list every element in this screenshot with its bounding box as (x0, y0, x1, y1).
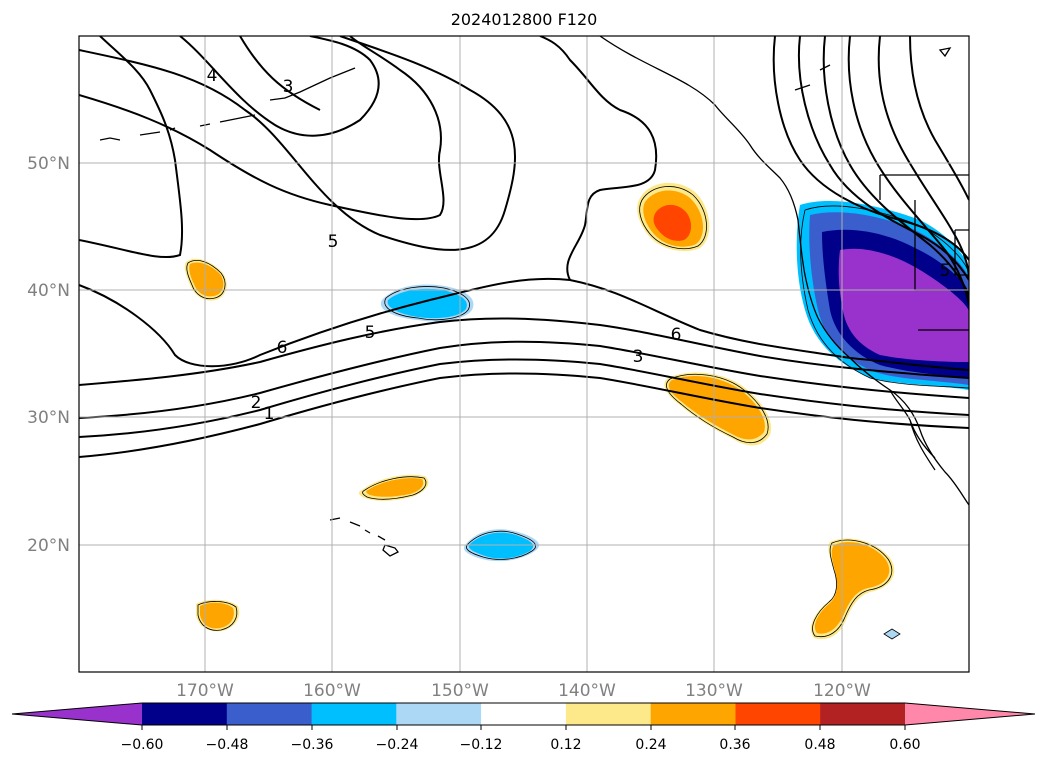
lon-label: 120°W (813, 681, 871, 701)
lon-label: 160°W (303, 681, 361, 701)
colorbar: −0.60 −0.48 −0.36 −0.24 −0.12 0.12 0.24 … (11, 702, 1036, 753)
colorbar-segment (226, 703, 313, 725)
map-border (78, 35, 970, 673)
contour-label: 3 (283, 77, 294, 97)
contour-line (539, 36, 658, 281)
longitude-labels: 170°W 160°W 150°W 140°W 130°W 120°W (176, 681, 871, 701)
contour-line (909, 36, 969, 201)
fill-orange-3 (668, 375, 765, 440)
gridlines (79, 36, 969, 672)
colorbar-ticks: −0.60 −0.48 −0.36 −0.24 −0.12 0.12 0.24 … (121, 725, 921, 753)
contour-label: 5 (940, 261, 951, 281)
fill-negative-core (838, 248, 969, 362)
colorbar-tick-label: −0.12 (460, 737, 503, 753)
contour-line (877, 36, 969, 281)
colorbar-segments (11, 702, 1036, 726)
colorbar-segment (481, 703, 567, 725)
contour-label: 6 (277, 338, 288, 358)
contour-line (847, 36, 969, 306)
colorbar-extend-left (12, 703, 142, 725)
contour-line (239, 36, 321, 111)
contour-line (79, 340, 969, 419)
colorbar-tick-label: 0.60 (889, 737, 920, 753)
fill-blob-blue-2 (468, 532, 534, 559)
colorbar-segment (735, 703, 821, 725)
map-title: 2024012800 F120 (450, 10, 598, 29)
colorbar-tick-label: 0.48 (804, 737, 835, 753)
colorbar-segment (142, 703, 228, 725)
contour-line (772, 36, 969, 261)
colorbar-tick-label: −0.24 (376, 737, 419, 753)
colorbar-tick-label: 0.12 (550, 737, 581, 753)
fill-red-1 (653, 204, 692, 241)
fill-orange-2 (189, 262, 224, 297)
lon-label: 150°W (431, 681, 489, 701)
contour-label: 3 (633, 347, 644, 367)
contour-lines (79, 36, 969, 458)
contour-label: 5 (328, 232, 339, 252)
latitude-labels: 50°N 40°N 30°N 20°N (27, 154, 70, 556)
contour-label: 4 (207, 66, 218, 86)
colorbar-segment (311, 703, 397, 725)
contour-line (179, 36, 380, 137)
lon-label: 130°W (685, 681, 743, 701)
colorbar-tick-label: −0.36 (291, 737, 334, 753)
contour-line (79, 36, 517, 251)
contour-line (822, 36, 969, 296)
lon-label: 170°W (176, 681, 234, 701)
colorbar-tick-label: −0.48 (206, 737, 249, 753)
fill-orange-4 (366, 478, 424, 497)
lat-label: 20°N (27, 536, 70, 556)
coastline-north-america (599, 36, 969, 506)
contour-label: 2 (251, 393, 262, 413)
contour-line (79, 36, 184, 259)
lat-label: 30°N (27, 408, 70, 428)
fill-orange-5 (200, 602, 234, 629)
anomaly-fills (184, 182, 969, 640)
contour-line (79, 358, 969, 438)
contour-label: 1 (264, 404, 275, 424)
contour-label: 6 (671, 325, 682, 345)
lon-label: 140°W (558, 681, 616, 701)
contour-line (79, 277, 969, 371)
colorbar-segment (650, 703, 737, 725)
lat-label: 40°N (27, 281, 70, 301)
colorbar-segment (565, 703, 652, 725)
colorbar-segment (396, 703, 482, 725)
lat-label: 50°N (27, 154, 70, 174)
fill-orange-6 (814, 542, 890, 634)
colorbar-extend-right (905, 703, 1035, 725)
colorbar-tick-label: 0.36 (719, 737, 750, 753)
contour-label-group: 4 3 5 6 5 6 3 2 1 5 (207, 66, 951, 424)
contour-label: 5 (365, 323, 376, 343)
contour-line (79, 372, 969, 458)
contour-line (79, 317, 969, 386)
colorbar-tick-label: −0.60 (121, 737, 164, 753)
colorbar-segment (820, 703, 906, 725)
colorbar-tick-label: 0.24 (635, 737, 666, 753)
